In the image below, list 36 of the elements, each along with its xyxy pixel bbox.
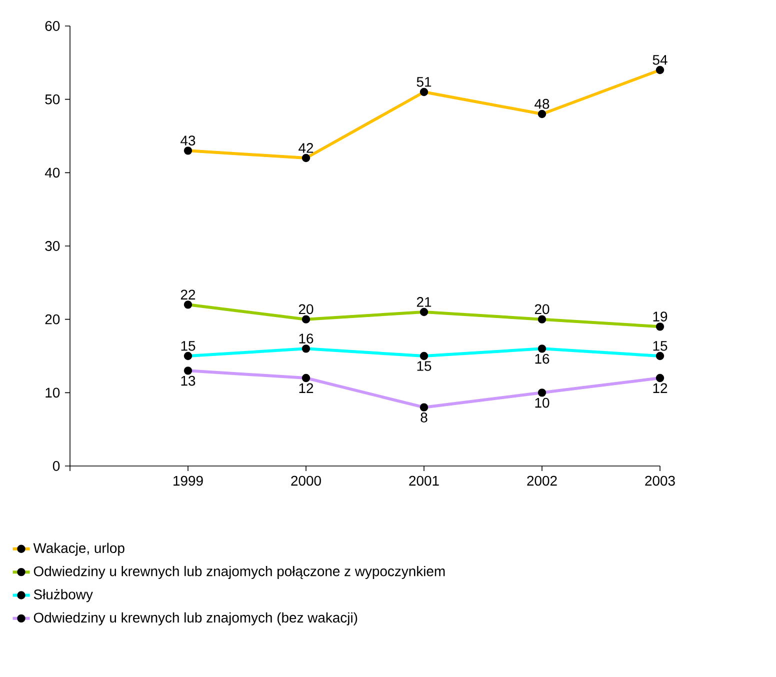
y-tick-label: 30 bbox=[45, 241, 60, 251]
data-label: 13 bbox=[181, 376, 196, 386]
legend-label: Wakacje, urlop bbox=[33, 542, 124, 556]
data-label: 22 bbox=[180, 290, 196, 300]
x-tick-label: 2002 bbox=[527, 476, 557, 486]
data-label: 12 bbox=[653, 383, 668, 393]
y-tick-label: 40 bbox=[44, 168, 60, 178]
y-tick-label: 10 bbox=[46, 388, 60, 398]
data-label: 12 bbox=[299, 383, 314, 393]
y-tick-label: 20 bbox=[45, 314, 60, 324]
data-label: 51 bbox=[416, 77, 432, 87]
data-label: 54 bbox=[652, 55, 668, 65]
x-tick-label: 2001 bbox=[409, 476, 439, 486]
data-label: 8 bbox=[420, 412, 428, 422]
legend-label: Odwiedziny u krewnych lub znajomych (bez wakacji) bbox=[34, 612, 358, 626]
data-label: 15 bbox=[181, 341, 196, 351]
legend-label: Służbowy bbox=[34, 589, 93, 602]
data-label: 20 bbox=[298, 304, 314, 314]
legend-label: Odwiedziny u krewnych lub znajomych połączone z wypoczynkiem bbox=[34, 566, 445, 579]
y-tick-label: 0 bbox=[52, 461, 60, 471]
data-label: 15 bbox=[653, 341, 668, 351]
data-label: 15 bbox=[417, 361, 432, 371]
data-label: 19 bbox=[653, 312, 668, 322]
data-label: 48 bbox=[534, 98, 550, 109]
data-label: 42 bbox=[298, 143, 314, 153]
data-label: 43 bbox=[180, 136, 196, 146]
x-tick-label: 1999 bbox=[174, 476, 203, 486]
y-tick-label: 60 bbox=[45, 21, 60, 31]
x-tick-label: 2003 bbox=[645, 476, 675, 486]
data-label: 10 bbox=[535, 398, 550, 408]
y-tick-label: 50 bbox=[45, 94, 60, 104]
x-tick-label: 2000 bbox=[291, 476, 321, 486]
data-label: 16 bbox=[535, 354, 550, 364]
data-label: 16 bbox=[299, 334, 314, 344]
data-label: 20 bbox=[534, 304, 550, 314]
data-label: 21 bbox=[416, 297, 432, 307]
